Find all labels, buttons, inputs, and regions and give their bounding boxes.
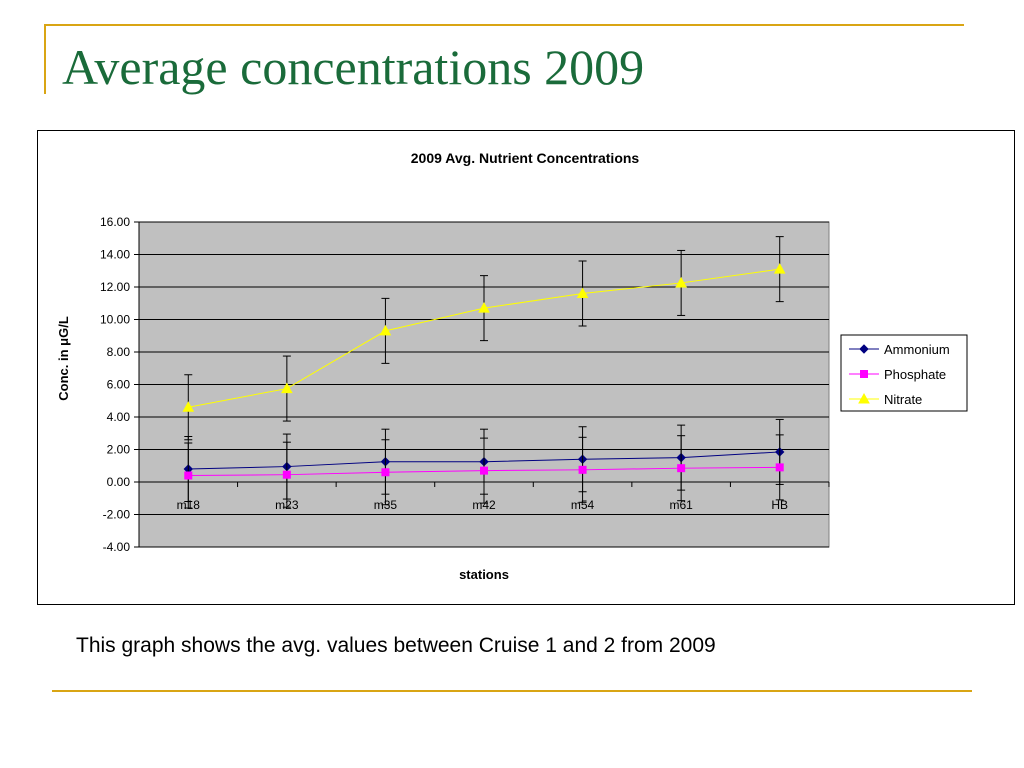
data-point: [677, 464, 686, 473]
data-point: [381, 468, 390, 477]
legend-label: Phosphate: [884, 367, 946, 382]
data-point: [859, 344, 869, 354]
bottom-rule: [52, 690, 972, 692]
data-point: [578, 465, 587, 474]
data-point: [480, 466, 488, 475]
data-point: [675, 276, 687, 288]
data-point: [775, 463, 784, 472]
y-tick-label: 0.00: [107, 475, 131, 489]
y-tick-label: 2.00: [107, 443, 131, 457]
legend-label: Nitrate: [884, 392, 922, 407]
data-point: [379, 324, 392, 336]
legend: Ammonium Phosphate Nitrate: [840, 334, 968, 412]
y-tick-label: -2.00: [103, 508, 131, 522]
y-tick-label: 14.00: [100, 248, 130, 262]
data-point: [858, 392, 870, 404]
data-point: [184, 471, 193, 480]
y-axis-label: Conc. in μG/L: [56, 316, 71, 401]
chart-frame: 2009 Avg. Nutrient Concentrations 16.00 14…: [37, 130, 1015, 605]
y-axis: 16.00 14.00 12.00 10.00 8.00 6.00 4.00 2.00 0.00…: [100, 215, 140, 554]
data-point: [576, 287, 589, 298]
y-tick-label: 10.00: [100, 313, 130, 327]
y-tick-label: 8.00: [107, 345, 131, 359]
x-tick-label: m42: [472, 498, 496, 512]
chart-title: 2009 Avg. Nutrient Concentrations: [411, 150, 640, 166]
data-point: [281, 382, 293, 394]
x-axis: m18m23m35m42m54m61HB: [138, 481, 830, 512]
x-tick-label: m61: [669, 498, 693, 512]
slide-title: Average concentrations 2009: [62, 39, 645, 95]
x-tick-label: HB: [771, 498, 788, 512]
data-point: [773, 263, 786, 274]
series-nitrate: [182, 236, 786, 441]
legend-item-ammonium: Ammonium: [849, 342, 950, 357]
data-point: [478, 302, 490, 313]
x-axis-label: stations: [459, 567, 509, 582]
y-tick-label: 12.00: [100, 280, 130, 294]
data-point: [282, 470, 291, 479]
legend-label: Ammonium: [884, 342, 950, 357]
data-point: [860, 370, 868, 378]
slide-caption: This graph shows the avg. values between…: [76, 634, 716, 657]
chart: 2009 Avg. Nutrient Concentrations 16.00 14…: [56, 150, 968, 582]
title-left-rule: [44, 24, 46, 94]
x-tick-label: m54: [571, 498, 595, 512]
data-point: [182, 401, 195, 412]
legend-item-nitrate: Nitrate: [849, 392, 922, 407]
y-tick-label: 6.00: [107, 378, 131, 392]
y-tick-label: 16.00: [100, 215, 130, 229]
legend-item-phosphate: Phosphate: [849, 367, 946, 382]
series-phosphate: [184, 434, 784, 509]
y-tick-label: -4.00: [103, 540, 131, 554]
y-tick-label: 4.00: [107, 410, 131, 424]
title-top-rule: [44, 24, 964, 26]
